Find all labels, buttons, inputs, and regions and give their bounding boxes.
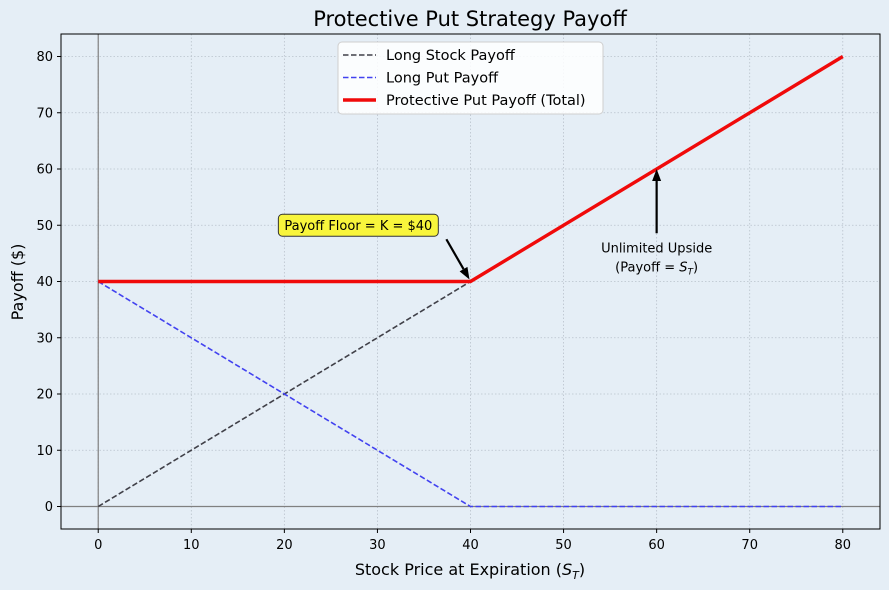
- chart-title: Protective Put Strategy Payoff: [313, 7, 627, 31]
- axis-ticks: 0 10 20 30 40 50 60 70 80 0 10 20 30 40 50 60 70 80: [36, 50, 851, 553]
- y-axis-label: Payoff ($): [8, 244, 27, 321]
- upside-label-line2: (Payoff = ST): [615, 260, 698, 277]
- series-group: [97, 55, 844, 508]
- series-line-1: [97, 280, 843, 508]
- arrow-head: [459, 266, 470, 280]
- legend-label-2: Protective Put Payoff (Total): [386, 93, 586, 109]
- x-tick-label: 70: [741, 538, 758, 553]
- y-tick-label: 50: [36, 219, 53, 234]
- y-tick-label: 80: [36, 50, 53, 65]
- y-tick-label: 0: [45, 500, 53, 515]
- legend-label-0: Long Stock Payoff: [386, 48, 516, 64]
- legend-label-1: Long Put Payoff: [386, 71, 499, 87]
- payoff-floor-box: [277, 213, 439, 237]
- x-tick-label: 0: [94, 538, 102, 553]
- y-tick-label: 20: [36, 388, 53, 403]
- upside-arrow: [652, 169, 662, 234]
- y-tick-label: 40: [36, 275, 53, 290]
- x-tick-label: 60: [648, 538, 665, 553]
- x-tick-label: 10: [183, 538, 200, 553]
- x-tick-label: 30: [369, 538, 386, 553]
- y-tick-label: 10: [36, 444, 53, 459]
- payoff-floor-label: Payoff Floor = K = $40: [284, 219, 432, 234]
- legend: Long Stock Payoff Long Put Payoff Protecti…: [337, 41, 604, 115]
- x-tick-label: 50: [555, 538, 572, 553]
- arrow-shaft: [445, 238, 465, 270]
- annotations: Payoff Floor = K = $40 Unlimited Upside (P…: [277, 169, 712, 280]
- x-tick-label: 40: [462, 538, 479, 553]
- upside-label-line1: Unlimited Upside: [601, 241, 712, 256]
- x-tick-label: 80: [834, 538, 851, 553]
- payoff-floor-arrow: [445, 238, 470, 280]
- x-axis-label: Stock Price at Expiration (ST): [355, 560, 585, 582]
- y-tick-label: 60: [36, 163, 53, 178]
- legend-box: [337, 41, 604, 115]
- payoff-floor-annotation: Payoff Floor = K = $40: [277, 213, 439, 237]
- y-tick-label: 30: [36, 331, 53, 346]
- y-tick-label: 70: [36, 106, 53, 121]
- x-tick-label: 20: [276, 538, 293, 553]
- arrow-head: [652, 169, 662, 181]
- unlimited-upside-annotation: Unlimited Upside (Payoff = ST): [601, 241, 712, 277]
- series-line-2: [98, 55, 844, 284]
